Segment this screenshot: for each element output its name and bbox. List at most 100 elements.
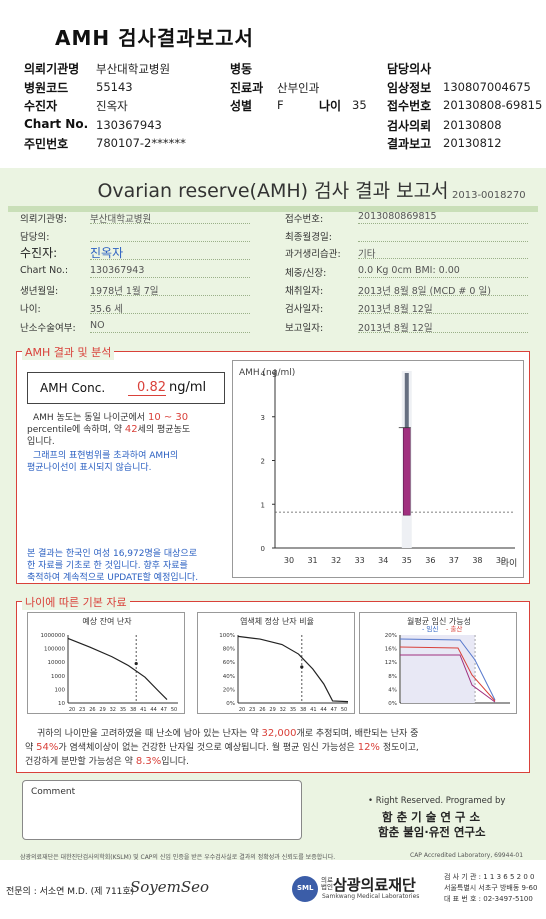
- amh-range-bar: [402, 427, 411, 516]
- report-header: AMH 검사결과보고서 의뢰기관명 부산대학교병원 병동 담당의사 병원코드 55143 진…: [0, 0, 546, 165]
- x-tick-label: 30: [284, 556, 294, 565]
- mini-y-tick: 80%: [223, 647, 235, 653]
- info-label: Chart No.:: [20, 265, 69, 276]
- header-label: Chart No.: [24, 117, 89, 131]
- org-name-2: 함춘 불임·유전 연구소: [378, 825, 486, 839]
- mini-x-tick: 29: [269, 707, 275, 713]
- info-value: 0.0 Kg 0cm BMI: 0.00: [358, 265, 528, 278]
- mini-y-tick: 10000: [48, 660, 66, 666]
- foundation-english: Samkwang Medical Laboratories: [322, 893, 420, 900]
- x-tick-label: 31: [307, 556, 317, 565]
- amh-desc-line1: AMH 농도는 동일 나이군에서 10 ~ 30: [33, 412, 189, 423]
- mini-curve-overlap: [400, 654, 496, 703]
- info-value: 35.6 세: [90, 301, 250, 315]
- x-tick-label: 38: [472, 556, 482, 565]
- info-label: 체중/신장:: [285, 268, 327, 279]
- report-footer: 전문의 : 서소연 M.D. (제 711호) SoyemSeo SML 의료 …: [0, 860, 546, 919]
- info-value: 2013년 8월 12일: [358, 320, 528, 334]
- y-tick-label: 2: [261, 458, 265, 466]
- lab-address: 서울특별시 서초구 방배동 9-60: [444, 884, 538, 892]
- header-label: 임상정보: [387, 81, 432, 95]
- disclaimer: 삼광의료재단은 대한진단검사의학회(KSLM) 및 CAP의 신임 인증을 받은…: [20, 854, 336, 861]
- amh-note-line1: 그래프의 표현범위를 초과하여 AMH의: [33, 451, 179, 461]
- mini-y-tick: 100: [55, 687, 66, 693]
- amh-conc-unit: ng/ml: [169, 380, 207, 395]
- mini-x-tick: 41: [140, 707, 146, 713]
- samkwang-logo-icon: SML: [292, 876, 318, 902]
- mini-y-tick: 20%: [385, 633, 397, 639]
- x-tick-label: 37: [449, 556, 459, 565]
- x-tick-label: 34: [378, 556, 388, 565]
- mini-y-tick: 10: [58, 701, 65, 707]
- header-label: 성별: [230, 99, 253, 113]
- info-value: 부산대학교병원: [90, 211, 250, 225]
- y-tick-label: 1: [261, 501, 265, 509]
- mini-curve: [67, 637, 168, 701]
- header-value: 780107-2******: [96, 136, 186, 150]
- mini-x-tick: 32: [280, 707, 286, 713]
- amh-note-line2: 평균나이선이 표시되지 않습니다.: [27, 463, 152, 473]
- mini-x-tick: 23: [249, 707, 255, 713]
- mini-chart-eggs: 예상 잔여 난자 1000000 100000 10000 1000 100 10 20 23 2…: [27, 612, 185, 714]
- header-age-value: 35: [352, 98, 367, 112]
- mini-x-tick: 47: [331, 707, 337, 713]
- info-label: 접수번호:: [285, 214, 324, 225]
- comment-label: Comment: [31, 787, 76, 797]
- header-label: 주민번호: [24, 137, 69, 151]
- amh-report: Ovarian reserve(AMH) 검사 결과 보고서 2013-0018…: [0, 168, 546, 919]
- info-label: 최종월경일:: [285, 232, 332, 243]
- x-tick-label: 39: [496, 556, 506, 565]
- header-value: 20130808-69815: [443, 98, 543, 112]
- mini-x-tick: 44: [150, 707, 156, 713]
- amh-section-label: AMH 결과 및 분석: [22, 344, 115, 360]
- header-value: 진옥자: [96, 99, 128, 113]
- mini-curve-pregnancy: [399, 638, 496, 701]
- mini-x-tick: 50: [341, 707, 347, 713]
- basis-line2: 한 자료를 기초로 한 것입니다. 향후 자료를: [27, 561, 188, 571]
- info-value: [358, 229, 528, 242]
- info-label: 검사일자:: [285, 304, 324, 315]
- lab-code: 검 사 기 관 : 1 1 3 6 5 2 0 0: [444, 873, 535, 881]
- age-basic-data-section: 예상 잔여 난자 1000000 100000 10000 1000 100 10 20 23 2…: [16, 601, 530, 773]
- x-tick-label: 32: [331, 556, 341, 565]
- foundation-prefix: 의료 법인: [321, 876, 333, 891]
- mini-y-tick: 16%: [385, 647, 397, 653]
- header-value: 20130808: [443, 118, 502, 132]
- x-axis-label: 나이: [501, 558, 518, 569]
- info-label: 나이:: [20, 304, 41, 315]
- title-band: [8, 206, 538, 212]
- comment-box: Comment: [22, 780, 302, 840]
- mini-chart-title: 예상 잔여 난자: [82, 616, 132, 626]
- mini-y-tick: 8%: [388, 674, 397, 680]
- mini-x-tick: 47: [161, 707, 167, 713]
- mini-legend-birth: - 출산: [446, 624, 462, 633]
- mini-curve: [237, 635, 349, 703]
- x-tick-label: 35: [402, 556, 412, 565]
- mini-y-tick: 4%: [388, 687, 397, 693]
- mini-y-tick: 0%: [388, 701, 397, 707]
- amh-conc-box: AMH Conc. 0.82 ng/ml: [27, 372, 225, 404]
- amh-result-section: AMH Conc. 0.82 ng/ml AMH 농도는 동일 나이군에서 10…: [16, 351, 530, 584]
- info-label: 난소수술여부:: [20, 323, 76, 334]
- info-label: 과거생리습관:: [285, 249, 341, 260]
- header-label: 검사의뢰: [387, 119, 432, 133]
- foundation-name: 삼광의료재단: [333, 876, 416, 894]
- info-value: [90, 229, 250, 242]
- header-label: 결과보고: [387, 137, 432, 151]
- header-value: 130367943: [96, 118, 162, 132]
- mini-chart-title: 월평균 임신 가능성: [407, 616, 471, 626]
- basis-line3: 축적하여 계속적으로 UPDATE할 예정입니다.: [27, 573, 199, 583]
- header-value: 20130812: [443, 136, 502, 150]
- rights-text: • Right Reserved. Programed by: [368, 796, 506, 806]
- header-value: 130807004675: [443, 80, 531, 94]
- header-label: 병원코드: [24, 81, 69, 95]
- header-label: 병동: [230, 62, 253, 76]
- mini-y-tick: 12%: [385, 660, 397, 666]
- header-age-label: 나이: [319, 99, 342, 113]
- org-name-1: 함 춘 기 술 연 구 소: [382, 810, 481, 824]
- doctor-name: 전문의 : 서소연 M.D. (제 711호): [6, 887, 135, 897]
- header-value: 산부인과: [277, 81, 320, 95]
- info-value: 2013년 8월 12일: [358, 301, 528, 315]
- summary-line3: 건강하게 분만할 가능성은 약 8.3%입니다.: [25, 756, 189, 767]
- mini-x-tick: 29: [99, 707, 105, 713]
